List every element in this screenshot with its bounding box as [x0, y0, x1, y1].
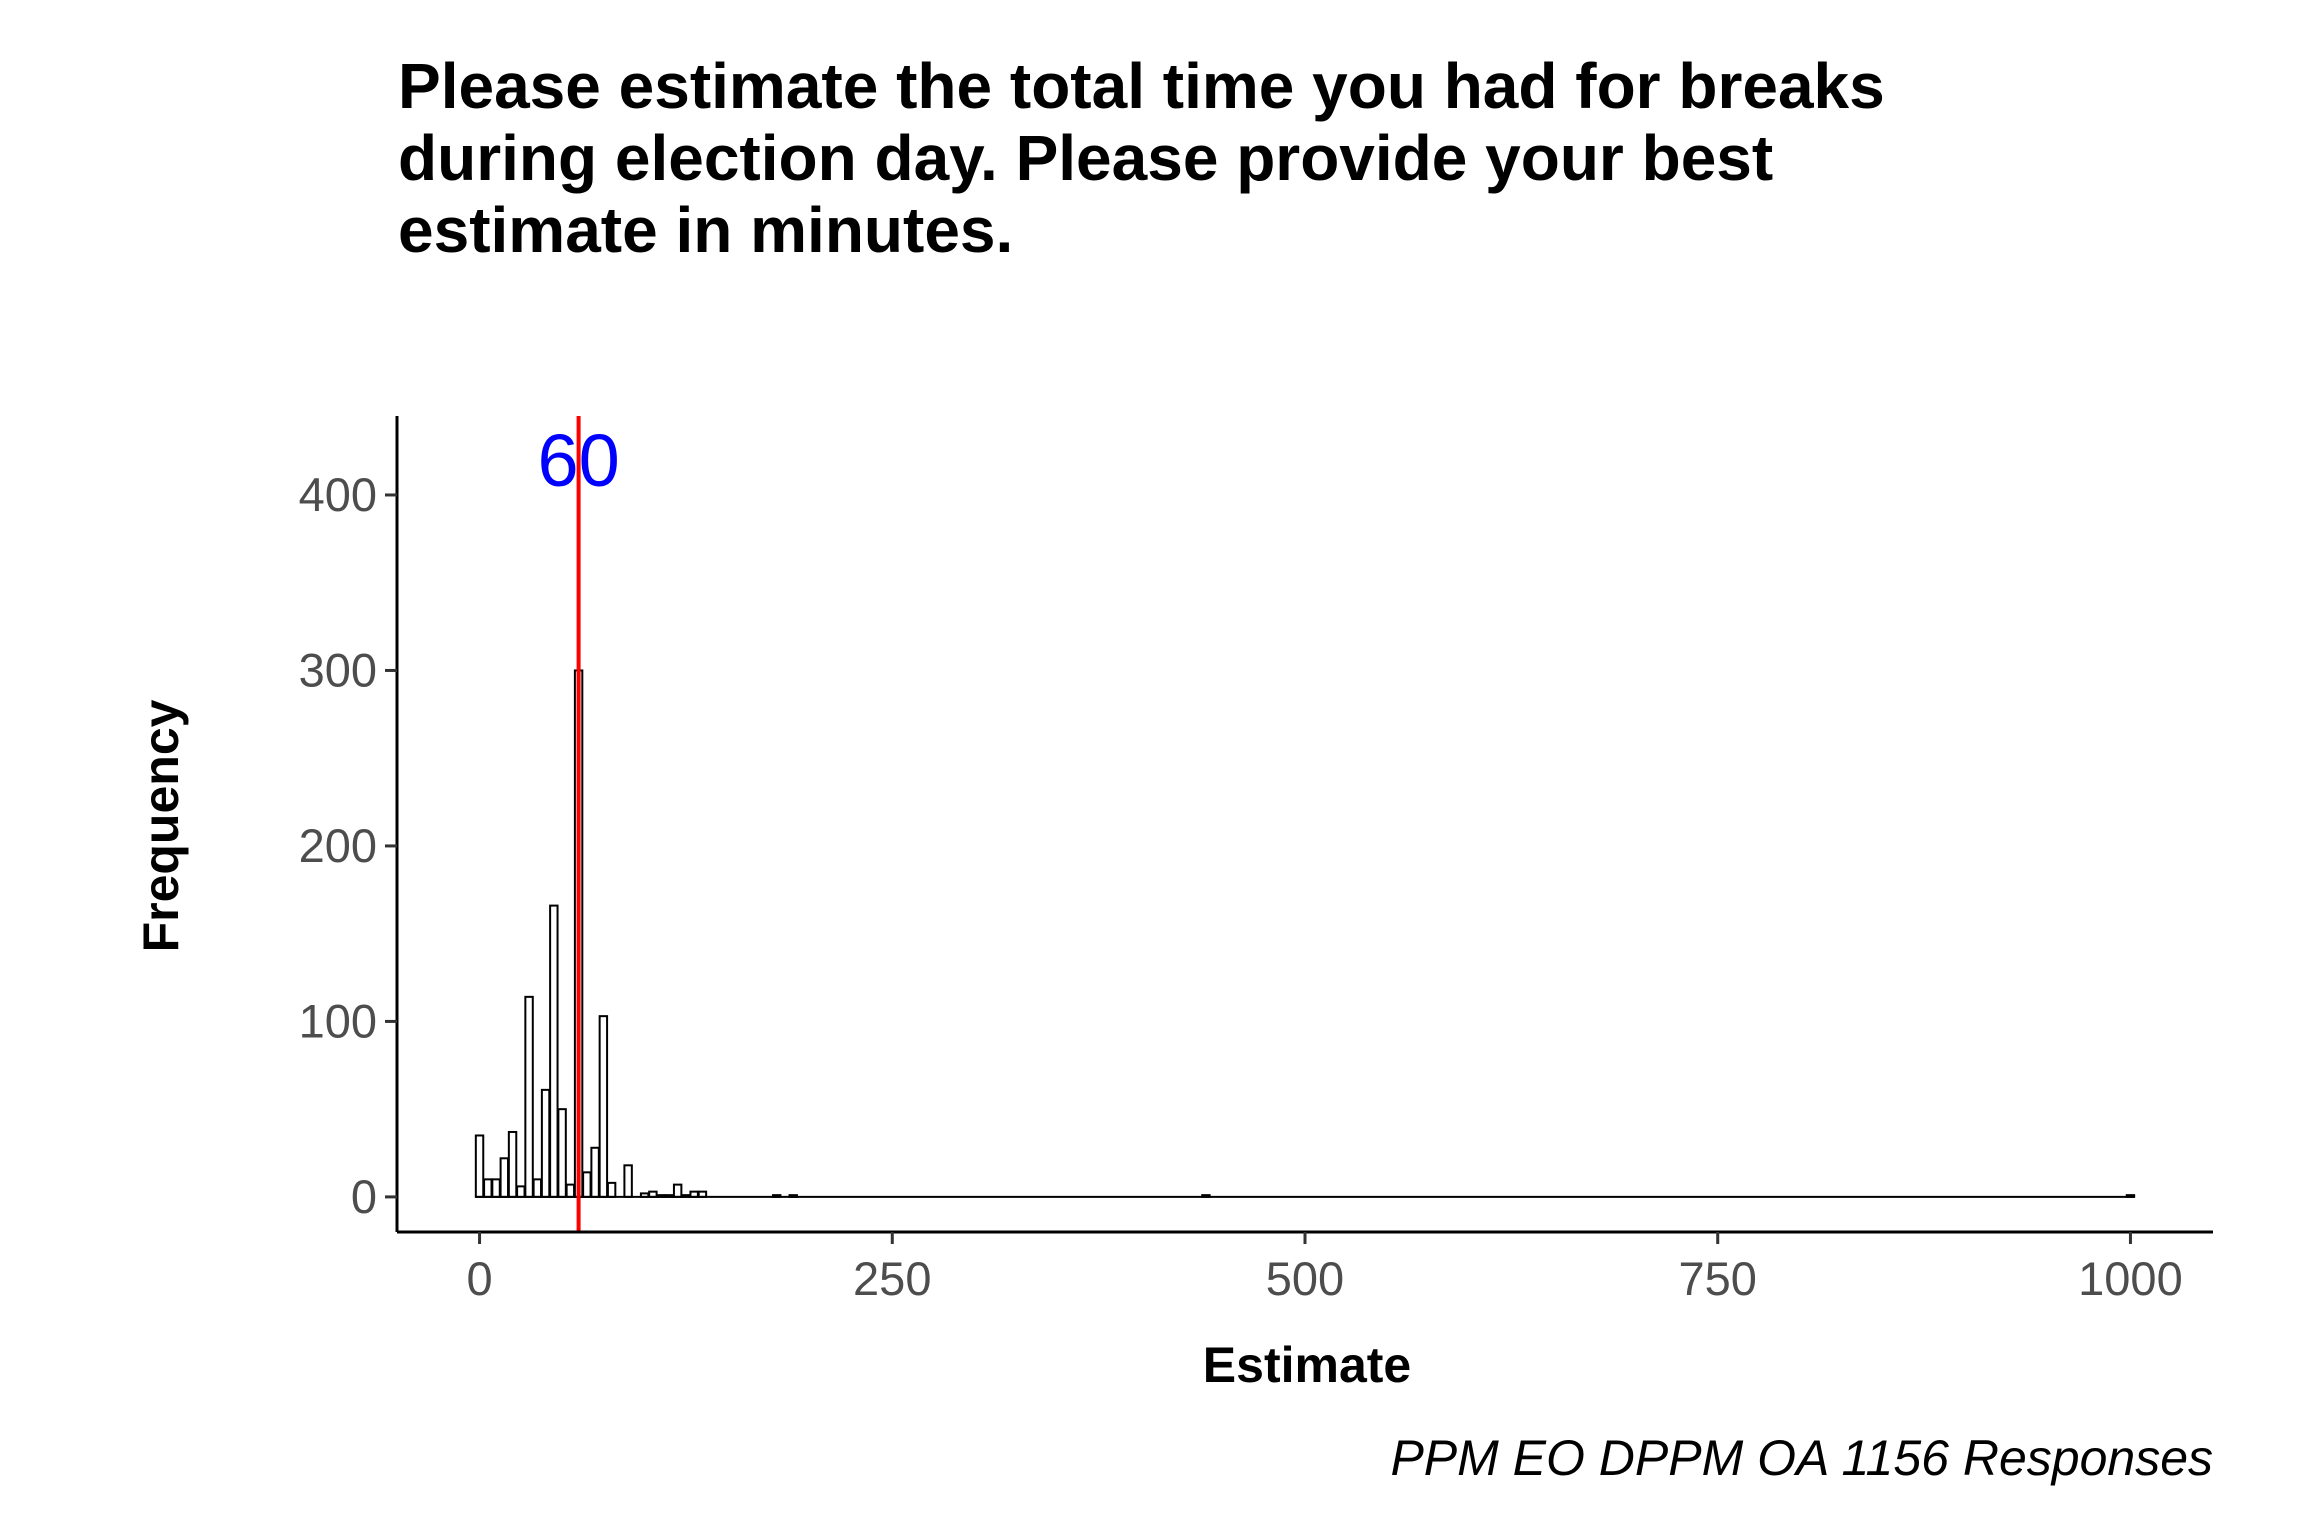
y-tick-label: 300 — [299, 643, 377, 696]
y-axis-title: Frequency — [133, 699, 189, 952]
y-tick-label: 200 — [299, 819, 377, 872]
y-axis-ticks: 0 100 200 300 400 — [299, 468, 397, 1223]
histogram-bar — [565, 1183, 576, 1198]
x-axis-ticks: 0 250 500 750 1000 — [466, 1232, 2183, 1305]
histogram-bar — [474, 1134, 485, 1198]
histogram-bar — [507, 1130, 518, 1198]
histogram-bar — [491, 1178, 501, 1198]
x-tick-label: 750 — [1679, 1252, 1757, 1305]
histogram-bar — [590, 1146, 600, 1198]
histogram-bar — [598, 1015, 609, 1198]
histogram-bar — [499, 1157, 510, 1198]
chart-title-line-2: during election day. Please provide your… — [398, 122, 1773, 194]
x-tick-label: 1000 — [2078, 1252, 2183, 1305]
histogram-bar — [672, 1183, 683, 1198]
x-tick-label: 500 — [1266, 1252, 1344, 1305]
histogram-bar — [582, 1171, 592, 1198]
histogram-bars — [474, 669, 2136, 1198]
histogram-bar — [524, 995, 534, 1198]
histogram-bar — [540, 1088, 551, 1198]
histogram-bar — [549, 904, 559, 1198]
histogram-bar — [516, 1185, 526, 1198]
x-tick-label: 250 — [853, 1252, 931, 1305]
reference-line-group: 60 — [537, 416, 620, 1232]
histogram-bar — [606, 1181, 617, 1198]
histogram-bar — [483, 1178, 493, 1198]
chart-title-line-3: estimate in minutes. — [398, 194, 1013, 266]
chart-title: Please estimate the total time you had f… — [398, 50, 1885, 266]
x-tick-label: 0 — [466, 1252, 492, 1305]
y-tick-label: 0 — [351, 1170, 377, 1223]
x-axis-title: Estimate — [1203, 1337, 1411, 1393]
y-tick-label: 100 — [299, 994, 377, 1047]
histogram-bar — [623, 1164, 633, 1198]
histogram-bar — [557, 1108, 567, 1198]
chart-caption: PPM EO DPPM OA 1156 Responses — [1390, 1430, 2213, 1486]
chart-title-line-1: Please estimate the total time you had f… — [398, 50, 1885, 122]
y-tick-label: 400 — [299, 468, 377, 521]
histogram-bar — [532, 1178, 543, 1198]
reference-line-label: 60 — [537, 419, 619, 502]
